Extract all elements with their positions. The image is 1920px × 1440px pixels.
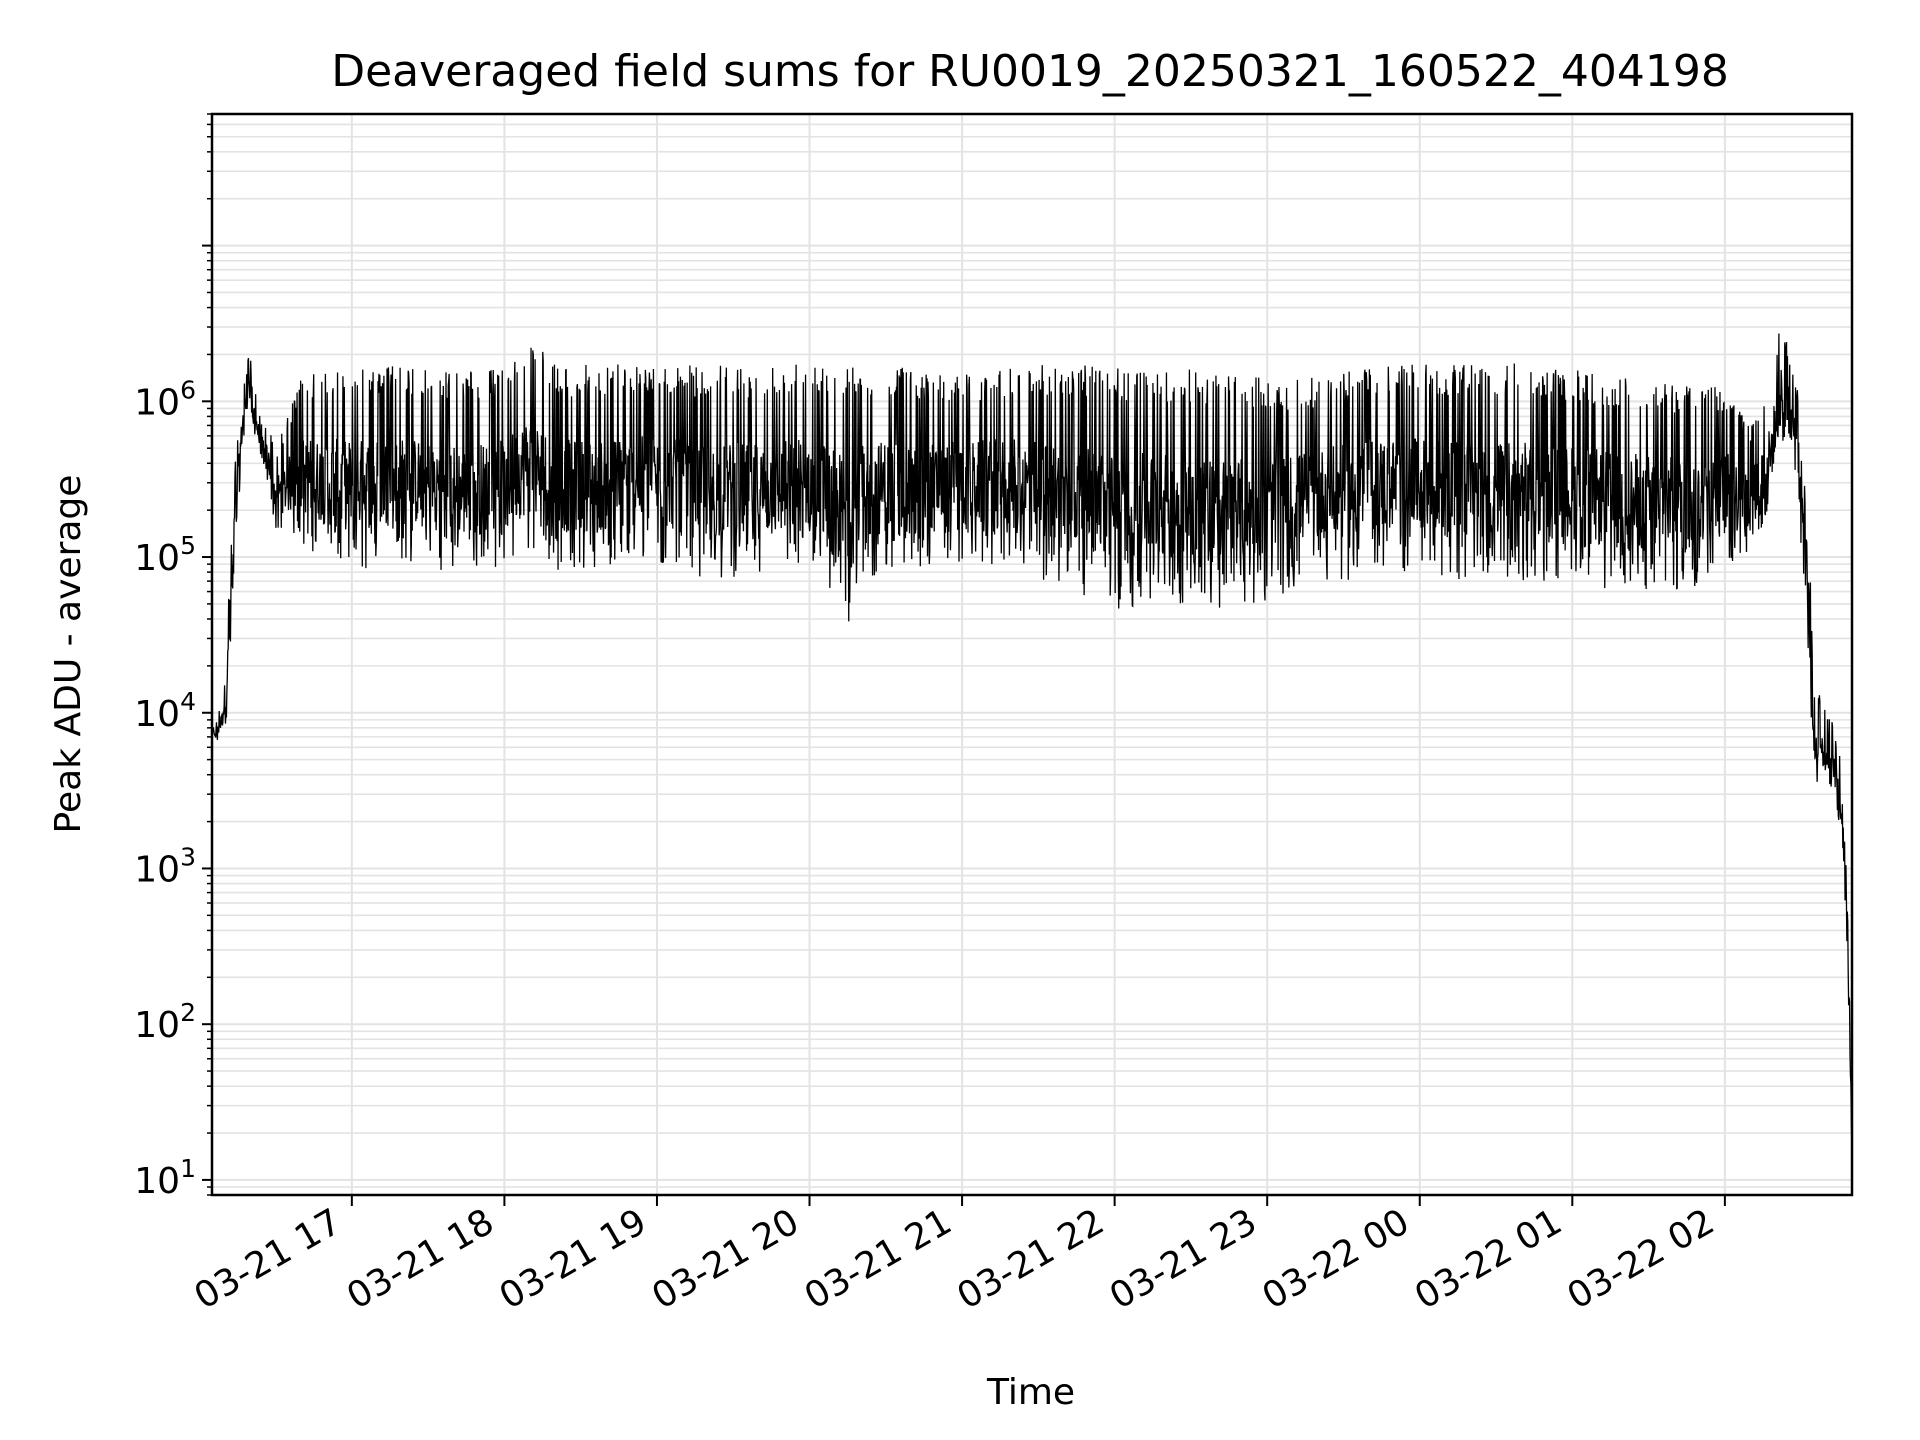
- y-tick-base: 10: [134, 538, 180, 579]
- y-tick-label: 102: [134, 998, 196, 1046]
- y-axis-label: Peak ADU - average: [48, 475, 89, 834]
- y-tick-exponent: 6: [180, 375, 196, 404]
- y-tick-base: 10: [134, 382, 180, 423]
- y-tick-base: 10: [134, 1161, 180, 1202]
- y-tick-label: 104: [134, 687, 196, 735]
- y-tick-label: 106: [134, 375, 196, 423]
- y-tick-base: 10: [134, 1005, 180, 1046]
- y-tick-base: 10: [134, 694, 180, 735]
- series-line: [211, 333, 1853, 1143]
- y-tick-exponent: 3: [180, 842, 196, 871]
- plot-frame: [210, 112, 1854, 1197]
- y-tick-base: 10: [134, 849, 180, 890]
- y-tick-exponent: 1: [180, 1154, 196, 1183]
- y-tick-label: 105: [134, 531, 196, 579]
- y-tick-label: 101: [134, 1154, 196, 1202]
- grid-lines: [212, 113, 1852, 1196]
- y-tick-exponent: 2: [180, 998, 196, 1027]
- series-area: [211, 333, 1853, 1143]
- y-tick-exponent: 5: [180, 531, 196, 560]
- y-tick-label: 103: [134, 842, 196, 890]
- chart-title: Deaveraged field sums for RU0019_2025032…: [331, 46, 1729, 97]
- y-tick-exponent: 4: [180, 687, 196, 716]
- x-axis-label: Time: [986, 1372, 1075, 1413]
